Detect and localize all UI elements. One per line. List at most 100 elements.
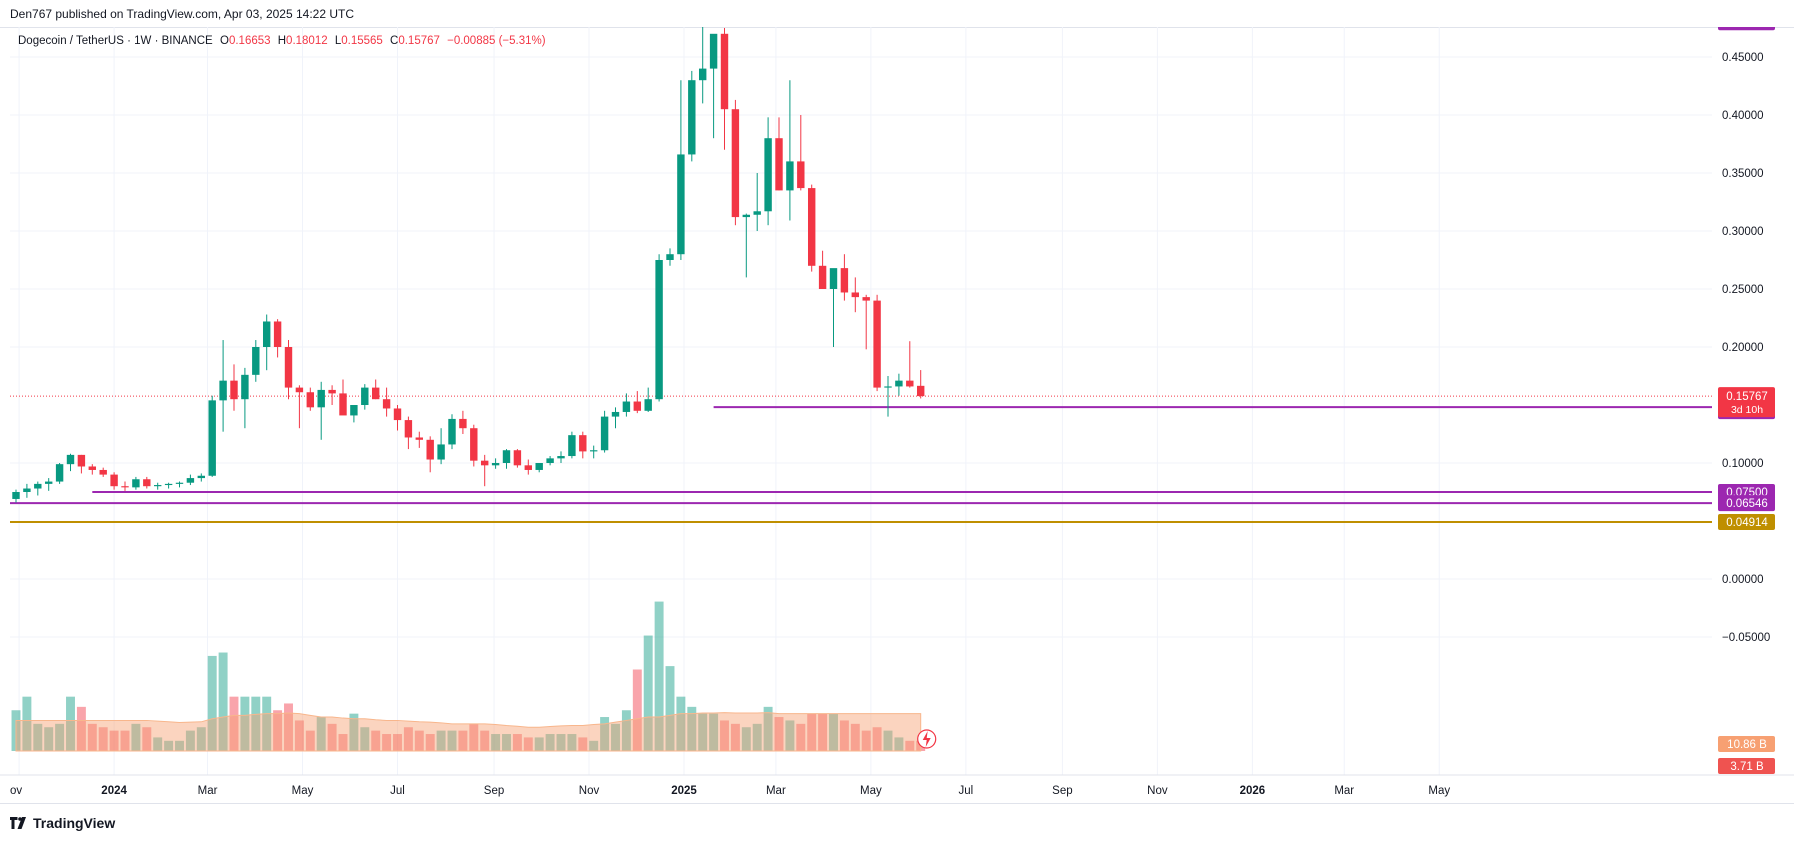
time-axis[interactable]: ov 2024 Mar May Jul Sep Nov 2025 Mar May Jul Sep Nov… — [0, 774, 1794, 797]
candle-body — [153, 485, 162, 487]
candle-body — [731, 109, 740, 218]
candle-body — [611, 411, 620, 417]
x-tick-label: May — [860, 785, 882, 797]
candle-body — [851, 292, 860, 298]
candle-body — [306, 392, 315, 408]
volume-bar — [502, 734, 511, 751]
candle-body — [262, 321, 271, 347]
volume-bar — [883, 730, 893, 751]
volume-bar — [578, 737, 588, 751]
candle-body — [480, 460, 489, 466]
y-tick-label: 0.35000 — [1722, 168, 1764, 180]
volume-bar — [785, 720, 795, 751]
volume-bar — [741, 727, 751, 751]
volume-pane — [11, 601, 926, 752]
volume-bar — [839, 720, 849, 751]
x-tick-label: Nov — [579, 785, 600, 797]
volume-bar — [687, 706, 697, 751]
volume-bar — [240, 696, 250, 751]
tradingview-brand-text: TradingView — [33, 815, 116, 831]
candle-body — [895, 380, 903, 387]
candle-body — [77, 454, 86, 467]
x-tick-label: Mar — [766, 785, 786, 797]
candle-body — [230, 380, 238, 400]
candle-body — [557, 456, 565, 459]
tradingview-brand[interactable]: TradingView — [10, 815, 115, 831]
candle-body — [382, 399, 391, 409]
volume-bar — [567, 734, 577, 751]
candle-body — [568, 435, 576, 457]
bolt-shape — [922, 731, 931, 747]
y-tick-label: 0.10000 — [1722, 458, 1764, 470]
volume-bar — [621, 710, 631, 751]
volume-tag: 3.71 B — [1730, 761, 1764, 773]
candle-body — [840, 268, 849, 293]
volume-bar — [305, 730, 315, 751]
lightning-bolt-icon — [917, 729, 937, 749]
volume-bar — [185, 730, 195, 751]
volume-bar — [22, 696, 32, 751]
footer: TradingView — [0, 803, 1794, 842]
volume-bar — [556, 734, 566, 751]
candle-body — [797, 161, 805, 189]
x-tick-label: Mar — [198, 785, 218, 797]
candle-body — [862, 297, 870, 301]
candle-body — [448, 418, 456, 445]
price-chart[interactable]: 0.500000.450000.400000.350000.300000.250… — [0, 27, 1794, 803]
candles — [12, 27, 937, 749]
candle-body — [655, 260, 663, 400]
candle-body — [44, 481, 53, 484]
volume-bar — [153, 737, 163, 751]
countdown-tag: 3d 10h — [1731, 404, 1763, 416]
candle-body — [361, 387, 369, 405]
candle-body — [219, 380, 227, 401]
volume-bar — [164, 740, 174, 751]
candle-body — [88, 466, 97, 470]
x-tick-label: Sep — [1052, 785, 1072, 797]
candle-body — [742, 214, 751, 218]
candle-body — [339, 393, 347, 416]
volume-bar — [33, 723, 43, 751]
candle-body — [916, 385, 925, 397]
candle-body — [371, 387, 380, 400]
candle-body — [513, 450, 522, 466]
volume-bar — [109, 730, 119, 751]
level-price-tag-bg — [1718, 513, 1775, 530]
candle-body — [579, 435, 587, 452]
volume-bar — [632, 669, 642, 751]
volume-bar — [131, 723, 141, 751]
volume-bar — [425, 734, 435, 751]
price-axis[interactable]: 0.500000.450000.400000.350000.300000.250… — [1722, 27, 1770, 644]
volume-bar — [76, 706, 86, 751]
volume-bar — [284, 703, 293, 751]
candle-body — [99, 469, 107, 475]
y-tick-label: 0.00000 — [1722, 574, 1764, 586]
candle-body — [459, 418, 467, 429]
volume-bar — [371, 730, 381, 751]
volume-bar — [480, 730, 490, 751]
candle-body — [807, 188, 816, 266]
x-tick-label: Mar — [1334, 785, 1354, 797]
y-tick-label: 0.30000 — [1722, 226, 1764, 238]
volume-bar — [142, 727, 152, 751]
volume-bar — [752, 723, 762, 751]
candle-body — [34, 483, 42, 489]
candle-body — [350, 405, 358, 416]
x-tick-label: Nov — [1147, 785, 1168, 797]
volume-bar — [730, 723, 740, 751]
volume-bar — [807, 713, 817, 751]
candle-body — [873, 300, 881, 388]
x-tick-label: ov — [10, 785, 22, 797]
volume-bar — [338, 734, 348, 751]
volume-bar — [436, 730, 446, 751]
volume-tag-bg — [1718, 758, 1775, 774]
candle-body — [709, 33, 718, 69]
volume-bar — [273, 710, 283, 751]
y-tick-label: 0.20000 — [1722, 342, 1764, 354]
volume-bar — [512, 734, 522, 751]
volume-bar — [850, 723, 860, 751]
volume-bar — [491, 734, 501, 751]
candle-body — [66, 454, 75, 465]
level-price-tag: 0.48000 — [1726, 27, 1768, 29]
volume-bar — [218, 652, 228, 751]
